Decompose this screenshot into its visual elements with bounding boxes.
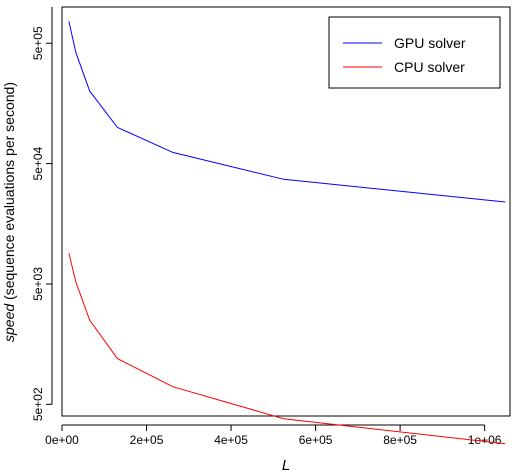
legend-label: CPU solver	[394, 59, 465, 75]
x-tick-label: 8e+05	[383, 433, 417, 447]
y-tick-label: 5e+02	[31, 387, 45, 421]
y-axis-label: speed (sequence evaluations per second)	[1, 82, 17, 342]
y-tick-label: 5e+03	[31, 267, 45, 301]
x-axis: 0e+00 2e+05 4e+05 6e+05 8e+05 1e+06	[45, 424, 502, 447]
y-axis-label-italic: speed	[1, 303, 17, 342]
y-tick-label: 5e+05	[31, 26, 45, 60]
x-tick-label: 6e+05	[299, 433, 333, 447]
x-tick-label: 4e+05	[214, 433, 248, 447]
legend-box	[328, 16, 501, 89]
x-tick-label: 1e+06	[468, 433, 502, 447]
series-line-cpu	[68, 253, 506, 445]
x-tick-label: 0e+00	[45, 433, 79, 447]
series-line-gpu	[68, 21, 506, 203]
y-axis-label-rest: (sequence evaluations per second)	[1, 82, 17, 304]
legend-label: GPU solver	[394, 35, 466, 51]
plot-frame	[61, 6, 511, 417]
x-axis-label: L	[282, 457, 290, 474]
y-tick-label: 5e+04	[31, 146, 45, 180]
y-axis: 5e+02 5e+03 5e+04 5e+05	[31, 7, 53, 421]
x-tick-label: 2e+05	[130, 433, 164, 447]
legend: GPU solver CPU solver	[328, 16, 501, 89]
series-layer	[68, 21, 506, 445]
